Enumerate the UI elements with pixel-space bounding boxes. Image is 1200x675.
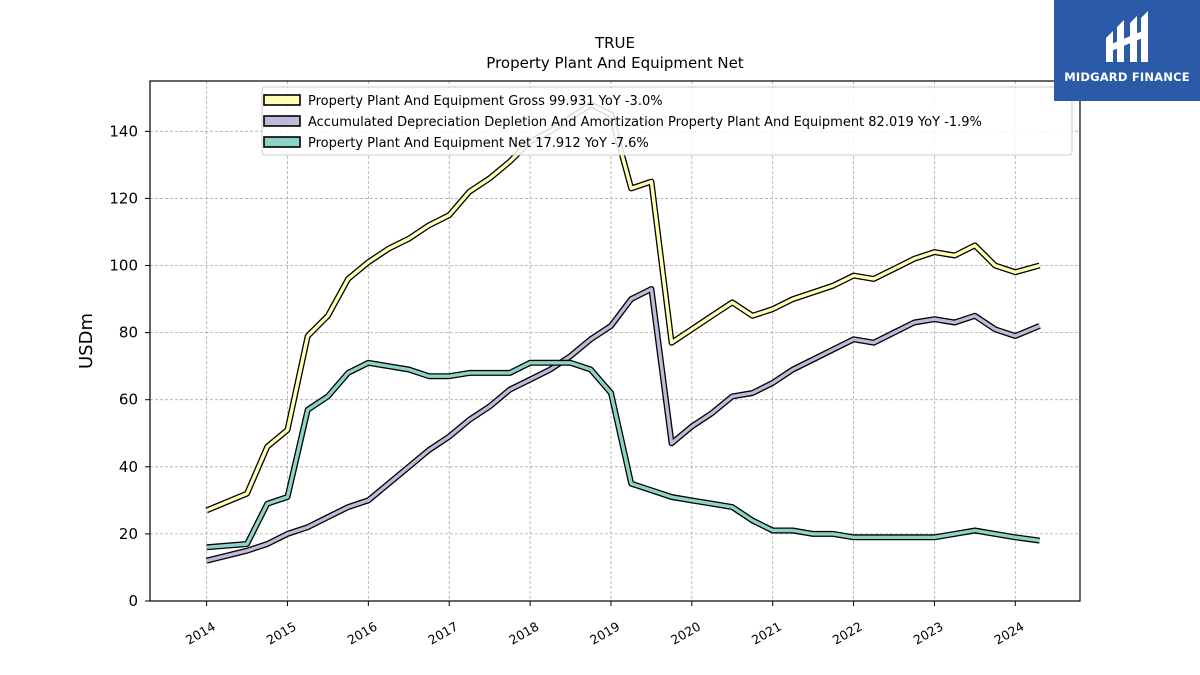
chart-title: TRUE [594,34,635,52]
legend-label: Property Plant And Equipment Net 17.912 … [308,136,649,151]
legend-label: Property Plant And Equipment Gross 99.93… [308,94,663,109]
series-line [206,361,1040,549]
x-tick-label: 2014 [183,619,218,648]
y-tick-label: 100 [109,257,138,275]
y-axis-label: USDm [76,313,97,369]
x-ticks: 2014 2015 2016 2017 2018 2019 2020 2021 2022 2023… [183,601,1027,648]
x-tick-label: 2015 [264,619,299,648]
y-tick-label: 60 [119,391,138,409]
legend-swatch [263,115,301,127]
logo-mark-icon [1106,11,1148,62]
x-tick-label: 2021 [749,619,784,648]
y-ticks: 0 20 40 60 80 100 120 140 [109,122,150,610]
midgard-finance-logo: MIDGARD FINANCE [1054,0,1200,101]
legend-swatch [263,136,301,148]
x-tick-label: 2023 [911,619,946,648]
y-tick-label: 0 [128,592,138,610]
y-tick-label: 20 [119,525,138,543]
y-tick-label: 140 [109,122,138,140]
chart-subtitle: Property Plant And Equipment Net [486,54,743,72]
legend: Property Plant And Equipment Gross 99.93… [261,86,1073,156]
grid [150,81,1080,602]
x-tick-label: 2017 [425,619,460,648]
legend-label: Accumulated Depreciation Depletion And A… [308,115,982,130]
plot-frame [149,80,1081,602]
y-tick-label: 120 [109,189,138,207]
x-tick-label: 2024 [992,619,1027,648]
series-layer [205,101,1041,564]
series-line [205,102,1041,512]
legend-swatch [263,94,301,106]
x-tick-label: 2020 [668,619,703,648]
y-tick-label: 40 [119,458,138,476]
logo-text: MIDGARD FINANCE [1064,70,1190,84]
y-tick-label: 80 [119,324,138,342]
legend-box [261,86,1073,156]
x-tick-label: 2019 [587,619,622,648]
series-line [206,287,1041,563]
x-tick-label: 2022 [830,619,865,648]
series-line-outline [205,286,1041,564]
x-tick-label: 2018 [506,619,541,648]
x-tick-label: 2016 [345,619,380,648]
